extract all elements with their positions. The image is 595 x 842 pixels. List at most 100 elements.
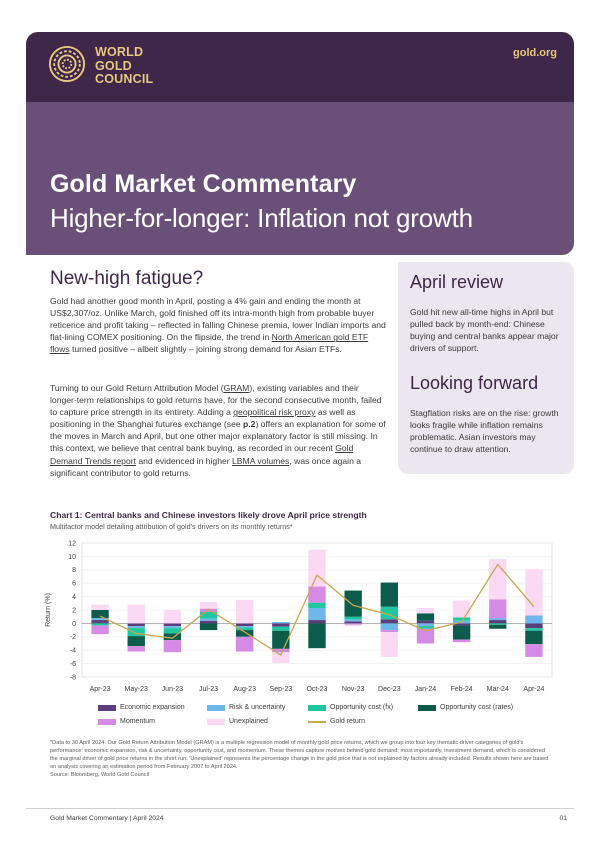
bar-segment <box>272 652 290 663</box>
chart-title: Chart 1: Central banks and Chinese inves… <box>50 510 367 520</box>
legend-swatch <box>308 704 326 711</box>
header-band <box>26 32 574 102</box>
logo-line: WORLD <box>95 45 144 59</box>
site-link[interactable]: gold.org <box>513 47 557 59</box>
bar-segment <box>416 628 435 644</box>
bar-segment <box>452 600 471 618</box>
bar-segment <box>91 620 109 624</box>
bar-segment <box>236 599 254 624</box>
bar-segment <box>272 630 290 649</box>
bar-segment <box>525 630 543 645</box>
x-tick-label: Dec-23 <box>378 686 401 693</box>
bar-segment <box>199 620 218 624</box>
legend-unexplained: Unexplained <box>207 718 268 725</box>
x-tick-label: Apr-24 <box>523 686 544 693</box>
bar-segment <box>416 623 435 627</box>
x-tick-label: Jun-23 <box>162 686 184 693</box>
page-subtitle: Higher-for-longer: Inflation not growth <box>50 203 473 233</box>
text-run: ), existing variables and their longer-t… <box>50 383 382 418</box>
logo-line: GOLD <box>95 58 132 73</box>
bar-segment <box>163 626 182 629</box>
bar-segment <box>127 628 145 637</box>
bar-segment <box>489 618 507 621</box>
bar-segment <box>452 625 471 640</box>
bar-segment <box>344 623 362 625</box>
text-run: as well as positioning in the Shanghai f… <box>50 407 356 430</box>
bar-segment <box>416 607 435 614</box>
bar-segment <box>489 623 507 625</box>
bar-segment <box>308 549 326 587</box>
legend-swatch <box>308 720 326 723</box>
y-tick-label: -6 <box>70 661 76 668</box>
y-axis-label: Return (%) <box>45 593 52 627</box>
bar-segment <box>452 623 471 626</box>
legend-label: Opportunity cost (fx) <box>330 704 394 711</box>
bar-segment <box>163 623 182 627</box>
lbma-volumes-link[interactable]: LBMA volumes <box>232 455 290 466</box>
sidebar-heading-forward: Looking forward <box>410 373 539 393</box>
legend-momentum: Momentum <box>98 718 155 725</box>
bar-segment <box>344 624 362 627</box>
bar-segment <box>380 619 398 624</box>
bar-segment <box>163 640 182 653</box>
chart-footnote: *Data to 30 April 2024. Our Gold Return … <box>50 740 550 780</box>
bar-segment <box>236 626 254 628</box>
body-paragraph: Gold had another good month in April, po… <box>50 295 387 355</box>
bar-segment <box>344 619 362 622</box>
bar-segment <box>236 627 254 631</box>
chart-subtitle: Multifactor model detailing attribution … <box>50 522 293 531</box>
bar-segment <box>344 621 362 624</box>
bar-segment <box>416 613 435 621</box>
bar-segment <box>163 610 182 624</box>
footer-divider <box>26 808 574 809</box>
gram-chart: -8 -6 -4 -2 0 2 4 6 8 10 12 Return (%) Apr-23 May-23 J… <box>45 540 553 693</box>
gold-demand-trends-link[interactable]: Gold Demand Trends report <box>50 443 354 466</box>
bar-segment <box>416 620 435 624</box>
y-tick-label: 10 <box>68 554 76 561</box>
y-tick-label: 0 <box>72 621 76 628</box>
y-tick-label: 4 <box>72 594 76 601</box>
sidebar-box <box>398 262 574 474</box>
bar-segment <box>199 608 218 613</box>
text-run: Turning to our Gold Return Attribution M… <box>50 383 224 393</box>
x-tick-label: May-23 <box>125 686 148 693</box>
legend-opportunity-cost-fx: Opportunity cost (fx) <box>308 704 393 711</box>
bar-segment <box>308 620 326 624</box>
y-tick-label: 6 <box>72 581 76 588</box>
bar-segment <box>199 601 218 609</box>
x-tick-label: Oct-23 <box>306 686 327 693</box>
bar-segment <box>380 632 398 657</box>
bar-segment <box>272 622 290 624</box>
geopolitical-risk-link[interactable]: geopolitical risk proxy <box>233 407 316 418</box>
legend-label: Risk & uncertainty <box>229 704 286 711</box>
bar-segment <box>272 626 290 631</box>
bar-segment <box>308 607 326 621</box>
bar-segment <box>380 582 398 607</box>
bar-segment <box>91 604 109 610</box>
bar-segment <box>91 610 109 619</box>
bar-segment <box>489 624 507 629</box>
bar-segment <box>344 616 362 620</box>
sidebar-heading-review: April review <box>410 272 504 292</box>
source-text: Source: Bloomberg, World Gold Council <box>50 771 150 778</box>
bar-segment <box>91 623 109 626</box>
bar-segment <box>380 630 398 633</box>
bar-segment <box>489 620 507 624</box>
x-tick-label: Jul-23 <box>199 686 218 693</box>
bar-segment <box>525 615 543 624</box>
bar-segment <box>380 623 398 631</box>
bar-segment <box>236 630 254 637</box>
bar-segment <box>452 639 471 643</box>
legend-label: Opportunity cost (rates) <box>440 704 514 711</box>
bar-segment <box>163 633 182 641</box>
legend-economic-expansion: Economic expansion <box>98 704 185 711</box>
bar-segment <box>416 626 435 629</box>
sidebar-text-forward: Stagflation risks are on the rise: growt… <box>410 408 559 455</box>
legend-swatch <box>207 704 225 711</box>
x-tick-label: Mar-24 <box>487 686 509 693</box>
etf-flows-link[interactable]: North American gold ETF flows <box>50 332 369 355</box>
title-band <box>26 102 574 255</box>
sidebar-text-review: Gold hit new all-time highs in April but… <box>410 307 559 354</box>
gram-link[interactable]: GRAM <box>223 383 250 393</box>
y-tick-label: 8 <box>72 567 76 574</box>
